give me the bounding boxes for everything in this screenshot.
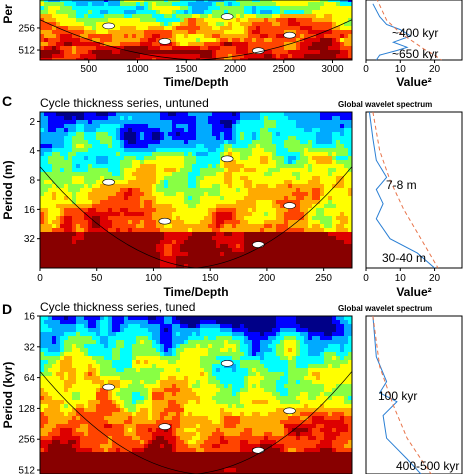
wavelet-power-heatmap: [40, 316, 352, 474]
x-tick-label: 150: [202, 273, 219, 284]
y-tick-label: 32: [24, 342, 36, 353]
panel-1: 256 512 500 1000 1500 2000 2500 3000 Time/Depth P…: [1, 0, 463, 89]
spectrum-x-tick-label: 20: [429, 64, 441, 75]
y-tick-label: 4: [29, 146, 35, 157]
y-tick-label: 2: [29, 117, 35, 128]
plot-frame: [39, 0, 353, 61]
spectrum-annotation: ~400 kyr: [392, 26, 438, 40]
x-axis-label: Time/Depth: [163, 75, 228, 89]
x-tick-label: 1000: [126, 64, 149, 75]
cone-of-influence: [40, 166, 352, 268]
panel-letter: C: [2, 93, 12, 109]
spectrum-line: [372, 3, 412, 61]
y-axis-label: Period (m): [1, 160, 15, 219]
panel-letter: D: [2, 301, 12, 317]
y-tick-label: 64: [24, 373, 36, 384]
y-tick-label: 512: [18, 466, 35, 474]
y-axis-label: Period (kyr): [1, 362, 15, 429]
spectrum-annotation: 7-8 m: [386, 178, 417, 192]
spectrum-frame: [365, 111, 463, 269]
x-tick-label: 200: [259, 273, 276, 284]
x-tick-label: 500: [80, 64, 97, 75]
y-tick-label: 256: [18, 23, 35, 34]
spectrum-x-tick-label: 10: [395, 273, 407, 284]
spectrum-annotation: ~650 kyr: [392, 47, 438, 61]
cone-of-influence: [40, 19, 352, 60]
spectrum-frame: [365, 0, 463, 61]
wavelet-power-heatmap: [40, 112, 352, 268]
x-axis-label: Time/Depth: [163, 285, 228, 299]
plot-frame: [39, 111, 353, 269]
y-tick-label: 8: [29, 176, 35, 187]
panel-title: Cycle thickness series, untuned: [40, 96, 209, 110]
y-tick-label: 128: [18, 404, 35, 415]
panel-3: 16 32 64 128 256 512 Period (kyr) D Cycle thickn…: [1, 300, 463, 474]
significance-line: [372, 315, 432, 474]
spectrum-line: [368, 111, 435, 269]
significance-line: [372, 111, 439, 269]
spectrum-annotation: 400-500 kyr: [396, 459, 459, 473]
y-tick-label: 16: [24, 312, 36, 323]
x-tick-label: 1500: [175, 64, 198, 75]
y-tick-label: 512: [18, 46, 35, 57]
spectrum-title: Global wavelet spectrum: [338, 304, 432, 313]
spectrum-x-tick-label: 0: [363, 64, 369, 75]
y-tick-label: 32: [24, 234, 36, 245]
wavelet-power-heatmap: [40, 0, 352, 60]
spectrum-x-tick-label: 10: [395, 64, 407, 75]
x-tick-label: 2000: [224, 64, 247, 75]
x-tick-label: 50: [91, 273, 103, 284]
global-wavelet-spectrum: Global wavelet spectrum 100 kyr 400-500 ky…: [338, 304, 463, 474]
x-tick-label: 250: [315, 273, 332, 284]
spectrum-annotation: 100 kyr: [378, 389, 417, 403]
y-axis-label: Per: [1, 4, 15, 24]
y-tick-label: 256: [18, 435, 35, 446]
spectrum-annotation: 30-40 m: [382, 251, 426, 265]
spectrum-x-tick-label: 0: [363, 273, 369, 284]
plot-frame: [39, 315, 353, 474]
x-tick-label: 0: [37, 273, 43, 284]
spectrum-frame: [365, 315, 463, 474]
x-tick-label: 100: [145, 273, 162, 284]
spectrum-x-axis-label: Value²: [396, 75, 431, 89]
spectrum-x-axis-label: Value²: [396, 285, 431, 299]
x-tick-label: 3000: [321, 64, 344, 75]
spectrum-x-tick-label: 20: [429, 273, 441, 284]
panel-title: Cycle thickness series, tuned: [40, 300, 195, 314]
cone-of-influence: [40, 371, 352, 474]
significance-line: [376, 0, 442, 61]
x-tick-label: 2500: [273, 64, 296, 75]
spectrum-title: Global wavelet spectrum: [338, 100, 432, 109]
y-tick-label: 16: [24, 205, 36, 216]
